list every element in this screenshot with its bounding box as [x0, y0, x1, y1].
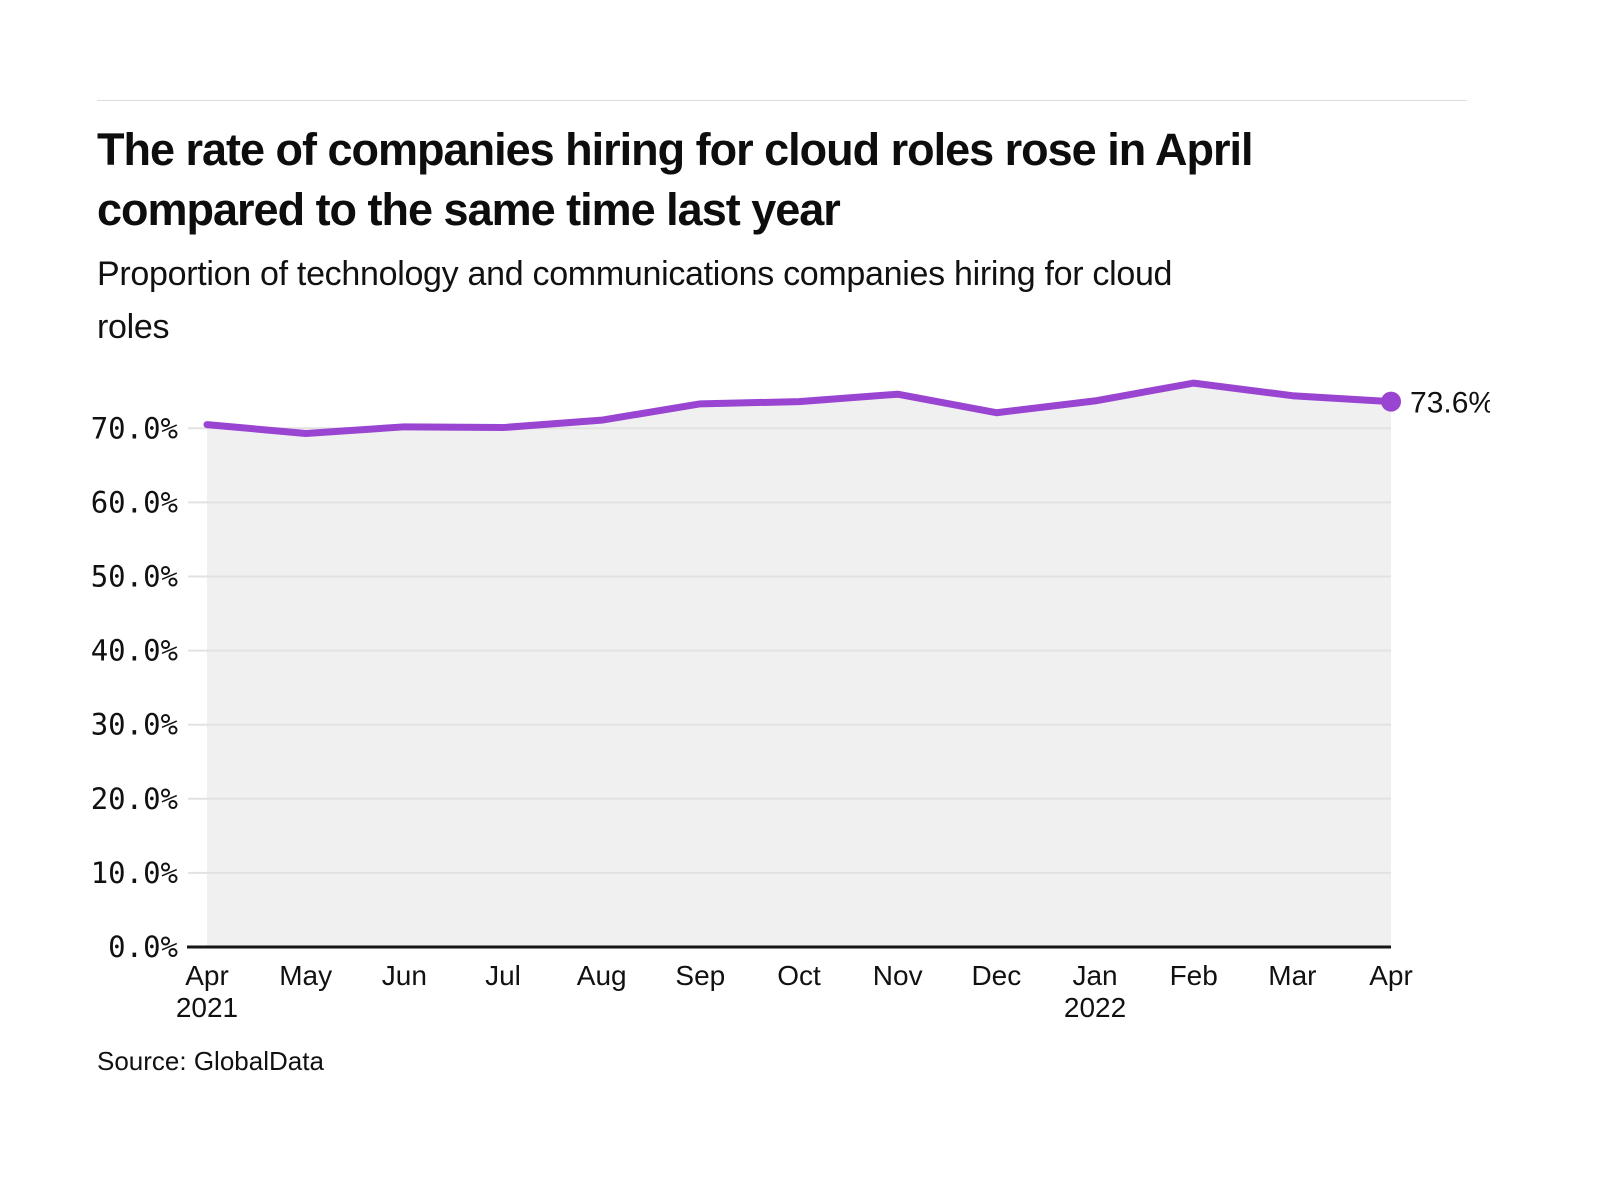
y-tick-label: 0.0%: [108, 930, 178, 964]
x-tick-label: Feb: [1170, 960, 1218, 991]
x-year-label: 2021: [176, 992, 238, 1023]
x-tick-label: Aug: [577, 960, 627, 991]
y-tick-label: 70.0%: [91, 411, 178, 445]
data-line: [203, 379, 1395, 437]
x-tick-label: Jan: [1072, 960, 1117, 991]
x-tick-label: Jul: [485, 960, 521, 991]
page-subtitle-line1: Proportion of technology and communicati…: [97, 255, 1173, 293]
end-point-marker: [1381, 391, 1402, 412]
page-subtitle-line2: roles: [97, 308, 170, 346]
y-tick-label: 20.0%: [91, 782, 178, 816]
page-title-line2: compared to the same time last year: [97, 184, 841, 235]
end-value-label: 73.6%: [1410, 387, 1490, 420]
x-year-label: 2022: [1064, 992, 1126, 1023]
y-tick-label: 60.0%: [91, 485, 178, 519]
source-attribution: Source: GlobalData: [97, 1046, 324, 1076]
x-tick-label: May: [279, 960, 332, 991]
page-title: The rate of companies hiring for cloud r…: [97, 120, 1497, 240]
top-divider: [97, 100, 1467, 101]
x-tick-label: Apr: [185, 960, 229, 991]
y-tick-label: 10.0%: [91, 856, 178, 890]
x-tick-label: Nov: [873, 960, 923, 991]
x-tick-label: Dec: [971, 960, 1021, 991]
y-tick-label: 50.0%: [91, 560, 178, 594]
y-tick-label: 30.0%: [91, 708, 178, 742]
line-chart: 0.0% 10.0% 20.0% 30.0% 40.0% 50.0% 60.0% 70.0% A…: [90, 355, 1495, 1035]
x-tick-label: Jun: [382, 960, 427, 991]
line-chart-svg: 0.0% 10.0% 20.0% 30.0% 40.0% 50.0% 60.0% 70.0% A…: [91, 379, 1495, 1023]
x-tick-label: Apr: [1369, 960, 1413, 991]
x-tick-label: Mar: [1268, 960, 1316, 991]
x-tick-label: Oct: [777, 960, 821, 991]
area-fill: [207, 383, 1391, 948]
y-tick-label: 40.0%: [91, 634, 178, 668]
x-tick-label: Sep: [675, 960, 725, 991]
page-title-line1: The rate of companies hiring for cloud r…: [97, 124, 1254, 175]
page-subtitle: Proportion of technology and communicati…: [97, 248, 1497, 354]
